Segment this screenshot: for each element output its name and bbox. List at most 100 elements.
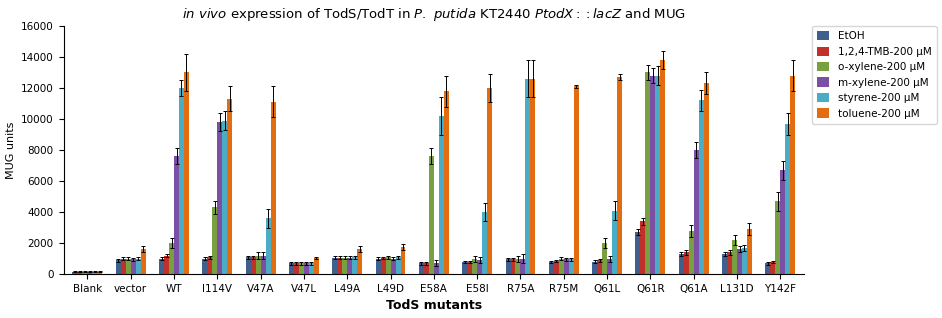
Bar — [559, 259, 563, 274]
Bar — [660, 60, 665, 274]
Bar — [723, 254, 727, 274]
Bar — [121, 259, 125, 274]
Legend: EtOH, 1,2,4-TMB-200 μM, o-xylene-200 μM, m-xylene-200 μM, styrene-200 μM, toluen: EtOH, 1,2,4-TMB-200 μM, o-xylene-200 μM,… — [812, 26, 936, 124]
Bar — [593, 262, 597, 274]
Bar — [693, 150, 699, 274]
Bar — [511, 259, 515, 274]
Bar — [391, 259, 396, 274]
Bar — [679, 254, 684, 274]
Bar — [515, 259, 521, 274]
Bar — [77, 272, 82, 274]
Bar — [88, 272, 92, 274]
X-axis label: TodS mutants: TodS mutants — [386, 300, 482, 313]
Bar — [125, 259, 131, 274]
Bar — [179, 88, 184, 274]
Bar — [309, 263, 314, 274]
Bar — [786, 124, 790, 274]
Bar — [97, 272, 103, 274]
Bar — [684, 252, 689, 274]
Bar — [348, 258, 352, 274]
Bar — [116, 260, 121, 274]
Bar — [463, 262, 467, 274]
Bar — [597, 260, 602, 274]
Bar — [434, 263, 439, 274]
Bar — [212, 207, 218, 274]
Bar — [419, 263, 424, 274]
Bar — [554, 261, 559, 274]
Bar — [424, 263, 429, 274]
Bar — [376, 259, 381, 274]
Bar — [73, 272, 77, 274]
Bar — [487, 88, 492, 274]
Bar — [251, 257, 255, 274]
Bar — [396, 257, 400, 274]
Bar — [439, 116, 444, 274]
Bar — [574, 86, 578, 274]
Bar — [612, 211, 617, 274]
Bar — [569, 259, 574, 274]
Bar — [174, 156, 179, 274]
Bar — [294, 263, 299, 274]
Bar — [342, 258, 348, 274]
Bar — [255, 256, 261, 274]
Bar — [304, 263, 309, 274]
Bar — [289, 263, 294, 274]
Bar — [352, 257, 357, 274]
Bar — [203, 259, 207, 274]
Bar — [164, 256, 169, 274]
Bar — [737, 249, 742, 274]
Bar — [641, 221, 645, 274]
Bar — [790, 76, 795, 274]
Bar — [732, 240, 737, 274]
Bar — [766, 263, 771, 274]
Bar — [444, 91, 448, 274]
Bar — [131, 259, 136, 274]
Bar — [771, 262, 775, 274]
Bar — [299, 263, 304, 274]
Bar — [650, 76, 656, 274]
Bar — [656, 76, 660, 274]
Bar — [429, 156, 434, 274]
Bar — [699, 100, 704, 274]
Bar — [314, 258, 319, 274]
Bar — [136, 259, 140, 274]
Bar — [270, 102, 276, 274]
Bar — [333, 258, 337, 274]
Bar — [478, 260, 482, 274]
Bar — [482, 212, 487, 274]
Bar — [742, 248, 747, 274]
Bar — [227, 99, 233, 274]
Bar — [521, 259, 526, 274]
Bar — [747, 229, 752, 274]
Bar — [472, 259, 478, 274]
Bar — [381, 258, 385, 274]
Bar — [159, 259, 164, 274]
Bar — [400, 247, 405, 274]
Bar — [602, 243, 607, 274]
Bar — [780, 170, 786, 274]
Title: $\it{in\ vivo}$ expression of TodS/TodT in $\it{P.\ putida}$ KT2440 $\it{PtodX{:: $\it{in\ vivo}$ expression of TodS/TodT … — [182, 5, 686, 23]
Bar — [563, 259, 569, 274]
Bar — [92, 272, 97, 274]
Y-axis label: MUG units: MUG units — [6, 121, 16, 179]
Bar — [222, 121, 227, 274]
Bar — [530, 79, 535, 274]
Bar — [467, 262, 472, 274]
Bar — [169, 243, 174, 274]
Bar — [266, 218, 270, 274]
Bar — [261, 256, 266, 274]
Bar — [337, 258, 342, 274]
Bar — [645, 73, 650, 274]
Bar — [218, 122, 222, 274]
Bar — [357, 249, 362, 274]
Bar — [689, 231, 693, 274]
Bar — [207, 257, 212, 274]
Bar — [385, 257, 391, 274]
Bar — [727, 252, 732, 274]
Bar — [140, 249, 146, 274]
Bar — [636, 232, 641, 274]
Bar — [607, 259, 612, 274]
Bar — [549, 262, 554, 274]
Bar — [184, 73, 189, 274]
Bar — [82, 272, 88, 274]
